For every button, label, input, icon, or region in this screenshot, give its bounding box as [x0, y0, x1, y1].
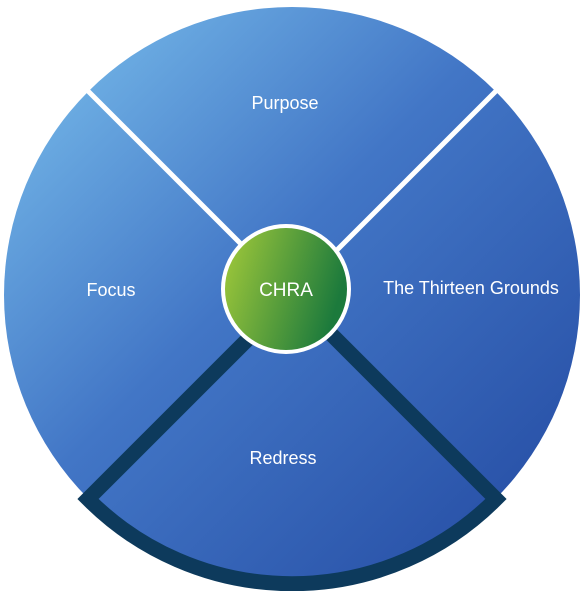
segment-label-redress: Redress: [249, 448, 316, 468]
segment-label-grounds: The Thirteen Grounds: [383, 278, 559, 298]
segment-label-purpose: Purpose: [251, 93, 318, 113]
segment-label-focus: Focus: [86, 280, 135, 300]
segment-redress[interactable]: [77, 284, 507, 591]
center-label: CHRA: [259, 280, 313, 301]
center-circle[interactable]: [221, 224, 351, 354]
